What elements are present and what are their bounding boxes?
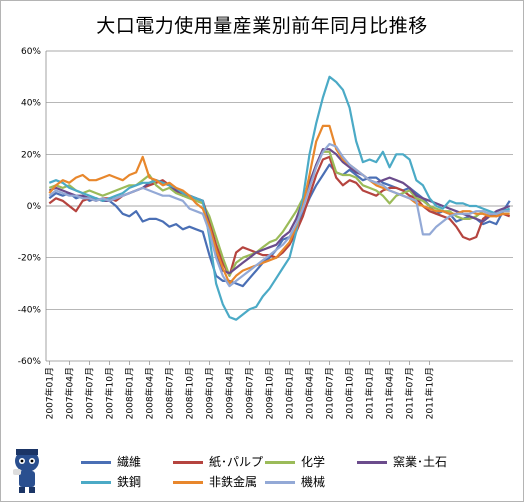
series-line-1 [48, 163, 511, 288]
legend-swatch [265, 481, 295, 484]
x-tick-label: 2010年07月 [324, 367, 336, 419]
legend-item: 鉄鋼 [81, 473, 141, 490]
x-tick-label: 2011年04月 [384, 367, 396, 419]
legend-item: 機械 [265, 473, 325, 490]
legend-item: 化学 [265, 453, 325, 470]
legend-swatch [357, 461, 387, 464]
x-tick-label: 2009年04月 [223, 367, 235, 419]
series-line-6 [48, 124, 510, 285]
legend-item: 紙･パルプ [173, 453, 263, 470]
series-line-3 [48, 150, 510, 277]
x-tick-label: 2008年10月 [183, 367, 195, 419]
legend-swatch [81, 481, 111, 484]
x-tick-label: 2008年07月 [163, 367, 175, 419]
y-tick-label: 40% [21, 99, 41, 109]
chart-title: 大口電力使用量産業別前年同月比推移 [96, 15, 428, 37]
legend-item: 窯業･土石 [357, 453, 447, 470]
legend-label: 紙･パルプ [209, 455, 264, 469]
legend-swatch [81, 461, 111, 464]
legend-swatch [173, 461, 203, 464]
x-tick-label: 2008年01月 [123, 367, 135, 419]
legend-label: 化学 [301, 455, 326, 469]
legend-label: 鉄鋼 [117, 475, 142, 489]
x-tick-label: 2011年07月 [404, 367, 416, 419]
x-tick-label: 2009年01月 [203, 367, 215, 419]
x-tick-label: 2007年04月 [63, 367, 75, 419]
y-tick-label: -60% [18, 357, 42, 367]
legend-swatch [173, 481, 203, 484]
x-tick-label: 2009年07月 [243, 367, 255, 419]
y-tick-label: 20% [21, 150, 41, 160]
x-tick-label: 2007年10月 [103, 367, 115, 419]
x-tick-label: 2010年01月 [284, 367, 296, 419]
x-tick-label: 2010年10月 [344, 367, 356, 419]
series-line-7 [48, 142, 510, 288]
mascot-character-icon [13, 449, 39, 493]
legend-label: 非鉄金属 [209, 475, 258, 489]
y-tick-label: -20% [18, 254, 42, 264]
x-tick-label: 2009年10月 [263, 367, 275, 419]
x-tick-label: 2011年01月 [364, 367, 376, 419]
legend-label: 繊維 [117, 455, 142, 469]
x-tick-label: 2008年04月 [143, 367, 155, 419]
y-tick-label: 60% [21, 47, 41, 57]
legend-label: 窯業･土石 [393, 455, 448, 469]
legend: 繊維 紙･パルプ 化学 窯業･土石鉄鋼 非鉄金属 機械 [81, 449, 501, 495]
x-tick-label: 2010年04月 [304, 367, 316, 419]
x-tick-label: 2007年07月 [83, 367, 95, 419]
x-tick-label: 2007年01月 [43, 367, 55, 419]
y-tick-label: 0% [27, 202, 42, 212]
legend-item: 非鉄金属 [173, 473, 257, 490]
legend-swatch [265, 461, 295, 464]
y-tick-label: -40% [18, 305, 42, 315]
legend-item: 繊維 [81, 453, 141, 470]
x-tick-label: 2011年10月 [424, 367, 436, 419]
series-line-5 [48, 75, 511, 321]
legend-label: 機械 [301, 475, 326, 489]
